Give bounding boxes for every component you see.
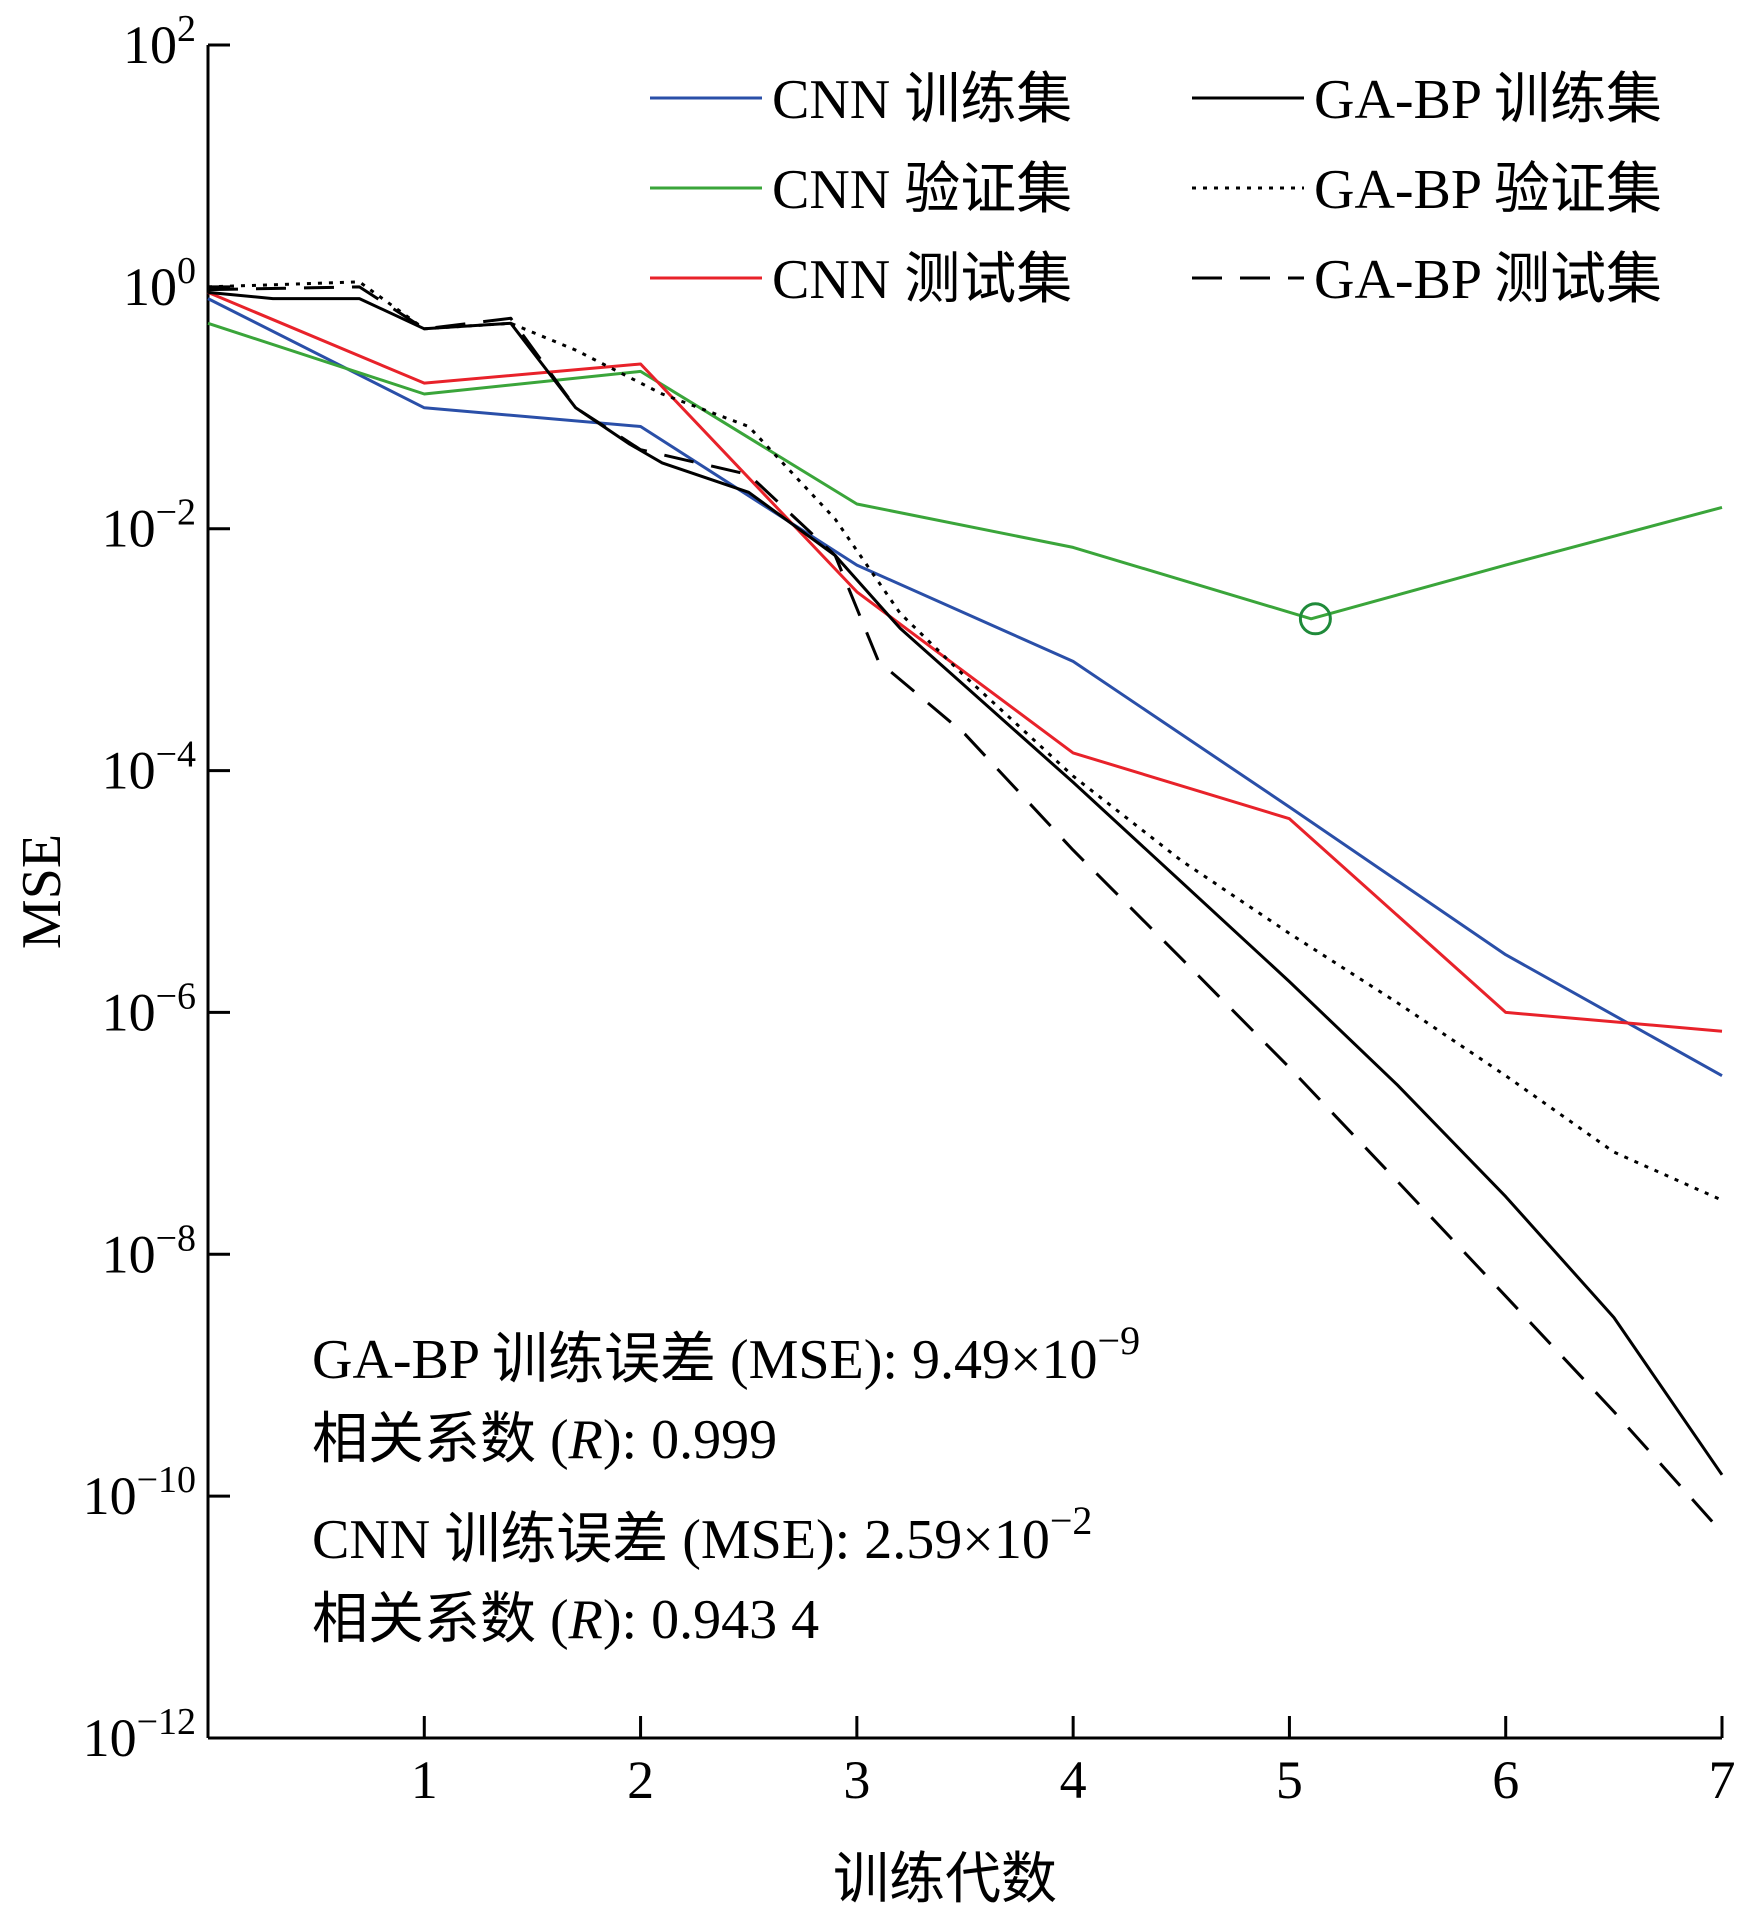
annotation-line-1: 相关系数 (R): 0.999 <box>312 1409 777 1471</box>
series-lines <box>207 280 1724 1534</box>
y-tick-label: 10−2 <box>102 492 196 559</box>
x-tick-label: 6 <box>1492 1750 1519 1810</box>
x-tick-label: 4 <box>1060 1750 1087 1810</box>
y-tick-label: 100 <box>123 250 196 317</box>
x-tick-label: 3 <box>843 1750 870 1810</box>
y-tick-label: 10−12 <box>83 1701 196 1768</box>
series-line-5 <box>207 285 1724 1534</box>
series-line-0 <box>207 297 1723 1078</box>
x-tick-label: 7 <box>1709 1750 1736 1810</box>
annotation-line-2: CNN 训练误差 (MSE): 2.59×10−2 <box>312 1498 1092 1571</box>
annotations: GA-BP 训练误差 (MSE): 9.49×10−9 相关系数 (R): 0.9… <box>312 1318 1140 1651</box>
y-tick-label: 10−10 <box>83 1459 196 1526</box>
legend-label-0: CNN 训练集 <box>772 69 1072 131</box>
x-axis-title: 训练代数 <box>833 1849 1057 1911</box>
y-axis-title: MSE <box>11 834 73 949</box>
legend-label-5: GA-BP 测试集 <box>1314 249 1662 311</box>
annotation-line-3: 相关系数 (R): 0.943 4 <box>312 1589 819 1651</box>
legend-label-2: CNN 测试集 <box>772 249 1072 311</box>
legend: CNN 训练集 CNN 验证集 CNN 测试集 GA-BP 训练集 GA-BP 验证集 G… <box>650 69 1662 311</box>
legend-label-1: CNN 验证集 <box>772 159 1072 221</box>
legend-label-4: GA-BP 验证集 <box>1314 159 1662 221</box>
y-tick-label: 10−6 <box>102 975 196 1042</box>
series-line-4 <box>207 280 1723 1202</box>
y-tick-label: 102 <box>123 8 196 75</box>
series-line-1 <box>207 321 1723 621</box>
annotation-line-0: GA-BP 训练误差 (MSE): 9.49×10−9 <box>312 1318 1140 1391</box>
legend-label-3: GA-BP 训练集 <box>1314 69 1662 131</box>
y-tick-label: 10−8 <box>102 1217 196 1284</box>
series-line-2 <box>207 291 1723 1033</box>
axes: 1 2 3 4 5 6 7 102 100 10−2 10−4 10−6 10−8 10−10 10−12 M… <box>11 8 1736 1911</box>
best-validation-marker <box>1298 602 1332 636</box>
x-tick-label: 2 <box>627 1750 654 1810</box>
series-line-3 <box>207 290 1724 1476</box>
x-tick-label: 1 <box>411 1750 438 1810</box>
x-tick-label: 5 <box>1276 1750 1303 1810</box>
y-tick-label: 10−4 <box>102 734 196 801</box>
